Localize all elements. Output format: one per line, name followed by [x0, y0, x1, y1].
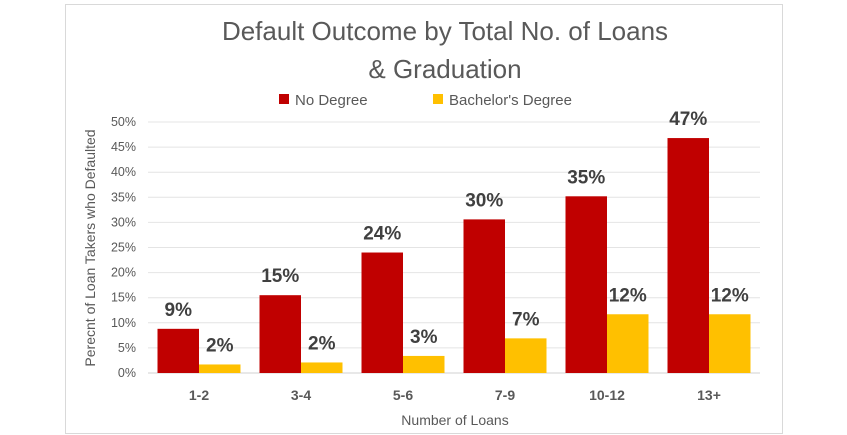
y-axis-label: Perecnt of Loan Takers who Defaulted	[82, 129, 98, 366]
x-tick-label: 1-2	[189, 387, 209, 403]
bar-no-degree-7-9	[463, 219, 505, 373]
data-label: 3%	[410, 327, 438, 348]
bar-no-degree-1-2	[157, 328, 199, 373]
bar-bachelors-10-12	[607, 314, 649, 373]
y-tick-label: 15%	[111, 291, 136, 305]
x-tick-label: 5-6	[393, 387, 413, 403]
data-label: 30%	[465, 190, 503, 211]
y-tick-label: 20%	[111, 266, 136, 280]
x-tick-label: 13+	[697, 387, 721, 403]
data-label: 12%	[711, 285, 749, 306]
data-label: 12%	[609, 285, 647, 306]
bar-bachelors-5-6	[403, 355, 445, 373]
data-label: 24%	[363, 224, 401, 245]
data-label: 2%	[206, 335, 234, 356]
x-tick-label: 7-9	[495, 387, 515, 403]
y-tick-label: 5%	[118, 341, 136, 355]
bar-no-degree-5-6	[361, 252, 403, 373]
data-label: 9%	[165, 300, 193, 321]
data-label: 2%	[308, 333, 336, 354]
chart-title-line2: & Graduation	[368, 54, 521, 84]
legend-label-bachelors: Bachelor's Degree	[449, 92, 572, 109]
y-tick-label: 10%	[111, 316, 136, 330]
y-tick-label: 30%	[111, 215, 136, 229]
bar-no-degree-13+	[667, 138, 709, 373]
y-tick-label: 45%	[111, 140, 136, 154]
data-label: 7%	[512, 309, 540, 330]
legend-swatch-no-degree	[279, 94, 289, 104]
x-tick-label: 3-4	[291, 387, 311, 403]
bar-bachelors-3-4	[301, 362, 343, 373]
legend: No Degree Bachelor's Degree	[279, 92, 572, 109]
y-tick-label: 40%	[111, 165, 136, 179]
bar-bachelors-13+	[709, 314, 751, 373]
x-axis-label: Number of Loans	[401, 412, 508, 428]
data-label: 47%	[669, 109, 707, 130]
legend-label-no-degree: No Degree	[295, 92, 368, 109]
x-tick-label: 10-12	[589, 387, 625, 403]
bar-no-degree-10-12	[565, 196, 607, 373]
y-tick-label: 35%	[111, 190, 136, 204]
data-label: 15%	[261, 266, 299, 287]
bar-bachelors-7-9	[505, 338, 547, 373]
y-tick-label: 50%	[111, 115, 136, 129]
legend-swatch-bachelors	[433, 94, 443, 104]
bar-bachelors-1-2	[199, 364, 241, 373]
data-label: 35%	[567, 167, 605, 188]
bar-no-degree-3-4	[259, 295, 301, 373]
chart-title: Default Outcome by Total No. of Loans	[222, 16, 668, 46]
y-tick-label: 0%	[118, 366, 136, 380]
y-tick-label: 25%	[111, 241, 136, 255]
